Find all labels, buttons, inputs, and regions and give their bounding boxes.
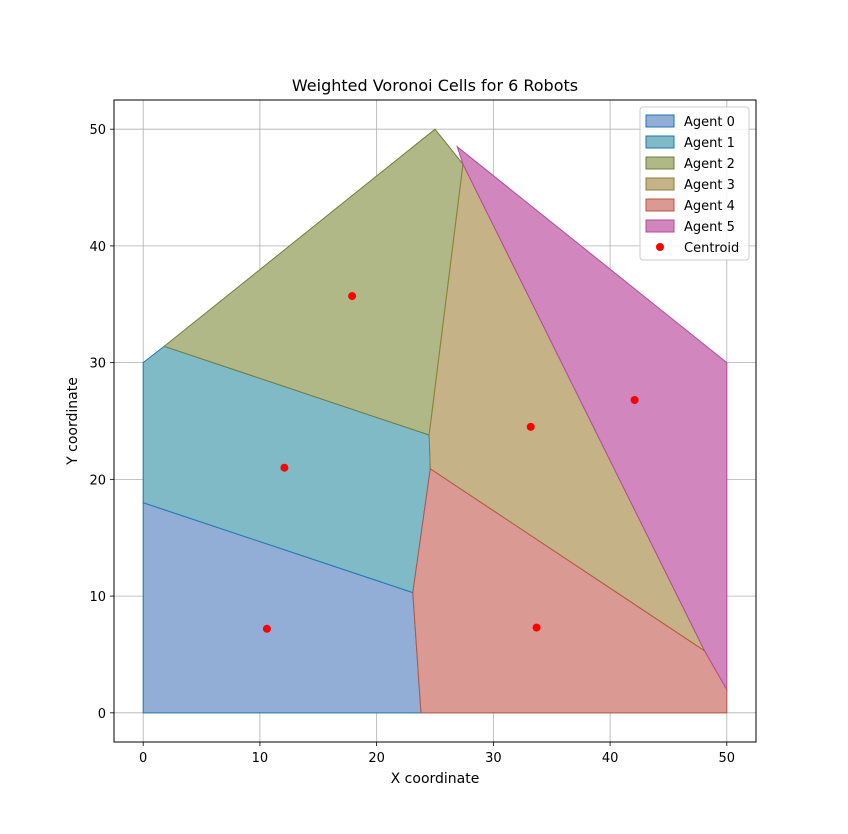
centroid-marker-agent-4 xyxy=(532,623,541,632)
legend-label-agent-0: Agent 0 xyxy=(684,115,735,130)
legend: Agent 0 Agent 1 Agent 2 Agent 3 Agent 4 Agent… xyxy=(639,106,750,261)
legend-swatch-agent-0 xyxy=(645,114,675,128)
x-tick-label: 30 xyxy=(485,751,502,766)
legend-label-centroid: Centroid xyxy=(684,241,739,256)
legend-label-agent-4: Agent 4 xyxy=(684,199,735,214)
y-axis-label: Y coordinate xyxy=(65,377,81,466)
voronoi-cell-agent-5 xyxy=(456,145,728,692)
voronoi-cells xyxy=(142,128,728,714)
y-tick-label: 50 xyxy=(89,123,106,138)
legend-swatch-agent-4 xyxy=(645,198,675,212)
legend-label-agent-1: Agent 1 xyxy=(684,136,735,151)
x-tick-label: 10 xyxy=(252,751,269,766)
x-tick-label: 20 xyxy=(368,751,385,766)
chart-title: Weighted Voronoi Cells for 6 Robots xyxy=(292,76,578,95)
axis-ticks: 0 10 20 30 40 50 0 10 20 30 40 50 xyxy=(89,123,735,766)
centroid-marker-agent-5 xyxy=(630,395,639,404)
plot-frame xyxy=(113,99,757,743)
centroid-markers xyxy=(262,292,639,633)
legend-swatch-agent-1 xyxy=(645,135,675,149)
centroid-marker-agent-2 xyxy=(348,292,357,301)
legend-swatch-agent-3 xyxy=(645,177,675,191)
y-tick-label: 10 xyxy=(89,590,106,605)
y-tick-label: 30 xyxy=(89,357,106,372)
legend-label-agent-5: Agent 5 xyxy=(684,220,735,235)
legend-swatch-centroid xyxy=(656,243,664,251)
y-tick-label: 40 xyxy=(89,240,106,255)
y-tick-label: 0 xyxy=(98,707,106,722)
x-tick-label: 40 xyxy=(602,751,619,766)
centroid-marker-agent-3 xyxy=(526,422,535,431)
legend-swatch-agent-5 xyxy=(645,219,675,233)
x-tick-label: 50 xyxy=(719,751,736,766)
legend-label-agent-2: Agent 2 xyxy=(684,157,735,172)
centroid-marker-agent-0 xyxy=(262,624,271,633)
legend-label-agent-3: Agent 3 xyxy=(684,178,735,193)
legend-swatch-agent-2 xyxy=(645,156,675,170)
x-axis-label: X coordinate xyxy=(391,771,480,787)
y-tick-label: 20 xyxy=(89,473,106,488)
centroid-marker-agent-1 xyxy=(280,463,289,472)
x-tick-label: 0 xyxy=(139,751,147,766)
